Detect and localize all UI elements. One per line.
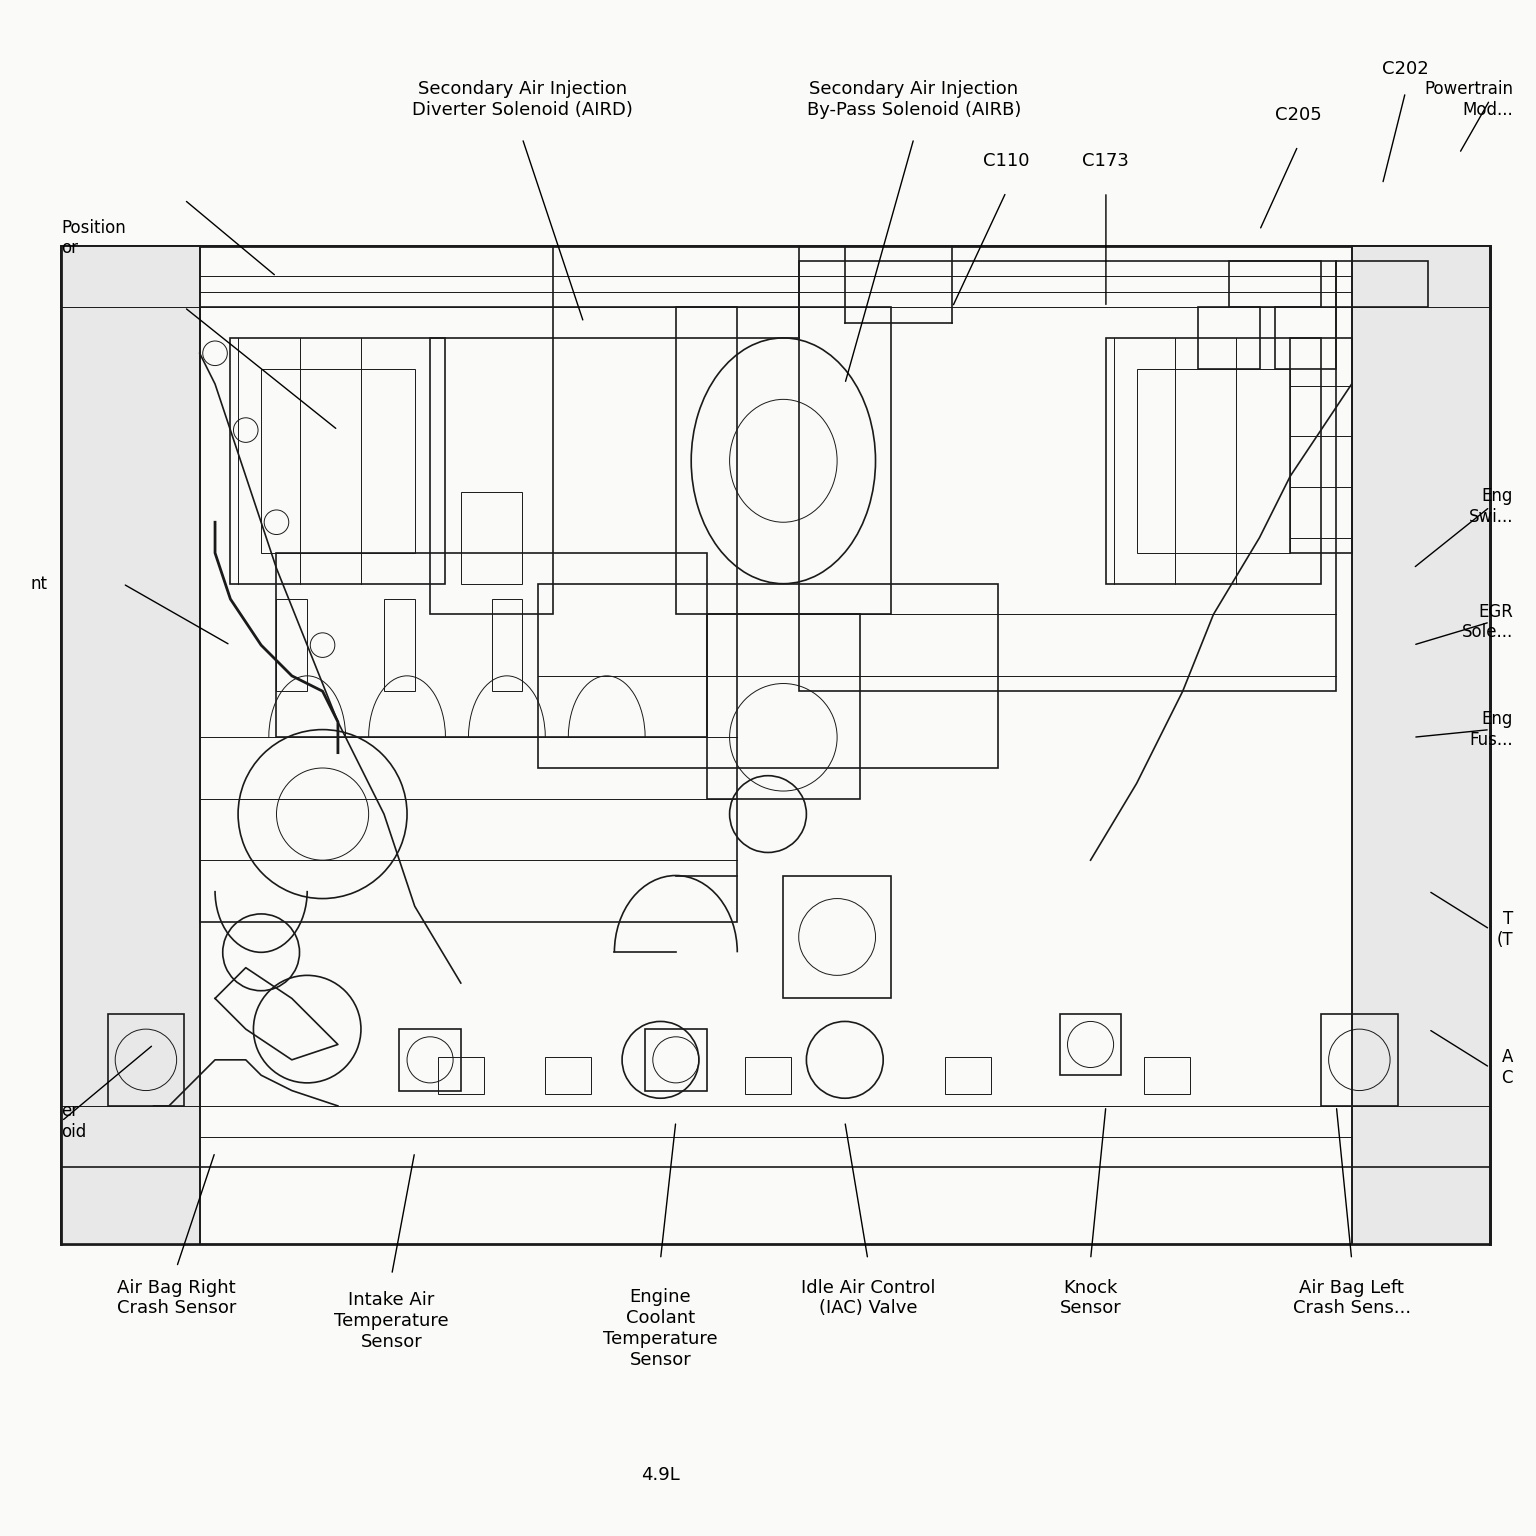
Bar	[1106, 338, 1321, 584]
Bar	[538, 584, 998, 768]
Text: Knock
Sensor: Knock Sensor	[1060, 1278, 1121, 1318]
Bar	[1198, 307, 1260, 369]
Bar	[430, 338, 553, 614]
Bar	[1137, 369, 1290, 553]
Text: C110: C110	[983, 152, 1029, 170]
Text: Eng
Fus...: Eng Fus...	[1470, 710, 1513, 750]
Text: C202: C202	[1382, 60, 1428, 78]
Bar	[1321, 1014, 1398, 1106]
Bar	[1060, 1014, 1121, 1075]
Text: Air Bag Left
Crash Sens...: Air Bag Left Crash Sens...	[1293, 1278, 1410, 1318]
Bar	[399, 1029, 461, 1091]
Bar	[945, 1057, 991, 1094]
Text: 4.9L: 4.9L	[641, 1465, 680, 1484]
Text: nt: nt	[31, 574, 48, 593]
Bar	[61, 246, 200, 1244]
Text: Powertrain
Mod...: Powertrain Mod...	[1424, 80, 1513, 120]
Bar	[799, 261, 1336, 691]
Text: T
(T: T (T	[1496, 909, 1513, 949]
Bar	[276, 553, 707, 737]
Bar	[61, 246, 1490, 1244]
Bar	[1229, 261, 1321, 307]
Text: Eng
Swi...: Eng Swi...	[1468, 487, 1513, 527]
Bar	[783, 876, 891, 998]
Text: Idle Air Control
(IAC) Valve: Idle Air Control (IAC) Valve	[800, 1278, 935, 1318]
Text: C205: C205	[1275, 106, 1321, 124]
Text: C173: C173	[1083, 152, 1129, 170]
Bar	[384, 599, 415, 691]
Text: Secondary Air Injection
By-Pass Solenoid (AIRB): Secondary Air Injection By-Pass Solenoid…	[806, 80, 1021, 120]
Bar	[1275, 307, 1336, 369]
Bar	[645, 1029, 707, 1091]
Bar	[545, 1057, 591, 1094]
Bar	[492, 599, 522, 691]
Text: EGR
Sole...: EGR Sole...	[1462, 602, 1513, 642]
Bar	[230, 338, 445, 584]
Bar	[438, 1057, 484, 1094]
Bar	[461, 492, 522, 584]
Bar	[1352, 246, 1490, 1244]
Bar	[1336, 261, 1428, 307]
Text: Secondary Air Injection
Diverter Solenoid (AIRD): Secondary Air Injection Diverter Solenoi…	[412, 80, 633, 120]
Bar	[108, 1014, 184, 1106]
Bar	[676, 307, 891, 614]
Bar	[707, 614, 860, 799]
Text: Air Bag Right
Crash Sensor: Air Bag Right Crash Sensor	[117, 1278, 237, 1318]
Bar	[276, 599, 307, 691]
Text: er
oid: er oid	[61, 1101, 86, 1141]
Text: Intake Air
Temperature
Sensor: Intake Air Temperature Sensor	[335, 1292, 449, 1350]
Bar	[745, 1057, 791, 1094]
Text: A
C: A C	[1502, 1048, 1513, 1087]
Bar	[261, 369, 415, 553]
Bar	[1290, 338, 1352, 553]
Text: Engine
Coolant
Temperature
Sensor: Engine Coolant Temperature Sensor	[604, 1289, 717, 1369]
Bar	[1144, 1057, 1190, 1094]
Bar	[200, 307, 737, 922]
Text: Position
or: Position or	[61, 218, 126, 258]
